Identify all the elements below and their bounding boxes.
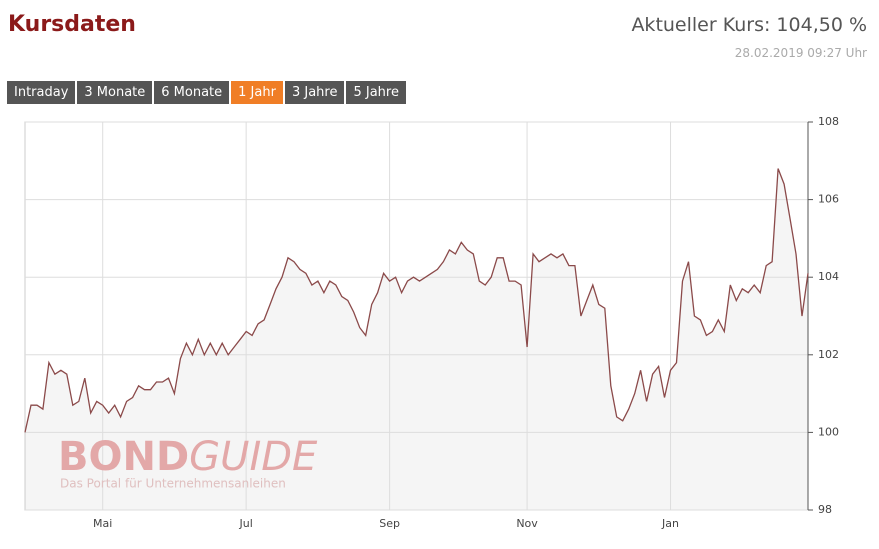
y-tick-label: 100 — [818, 425, 839, 438]
range-button[interactable]: Intraday — [7, 81, 76, 104]
x-tick-label: Mai — [93, 517, 112, 530]
y-tick-label: 98 — [818, 503, 832, 516]
watermark: BONDGUIDE — [58, 434, 318, 480]
range-buttons: Intraday 3 Monate 6 Monate 1 Jahr 3 Jahre 5 J… — [7, 81, 406, 104]
x-tick-label: Jan — [661, 517, 679, 530]
watermark-bold: BOND — [58, 434, 189, 480]
y-tick-label: 104 — [818, 270, 839, 283]
watermark-sub: Das Portal für Unternehmensanleihen — [60, 477, 286, 491]
timestamp: 28.02.2019 09:27 Uhr — [734, 46, 867, 60]
range-button[interactable]: 6 Monate — [154, 81, 230, 104]
range-button[interactable]: 3 Jahre — [284, 81, 345, 104]
price: Aktueller Kurs: 104,50 % — [631, 14, 867, 36]
x-tick-label: Nov — [516, 517, 538, 530]
range-button[interactable]: 5 Jahre — [346, 81, 406, 104]
area — [25, 168, 808, 510]
line — [24, 168, 809, 433]
y-tick-label: 106 — [818, 193, 839, 206]
watermark-light: GUIDE — [189, 434, 318, 480]
x-tick-label: Sep — [379, 517, 400, 530]
range-button[interactable]: 1 Jahr — [231, 81, 283, 104]
range-button[interactable]: 3 Monate — [77, 81, 153, 104]
title: Kursdaten — [8, 12, 136, 37]
y-tick-label: 108 — [818, 115, 839, 128]
x-tick-label: Jul — [239, 517, 253, 530]
y-tick-label: 102 — [818, 348, 839, 361]
